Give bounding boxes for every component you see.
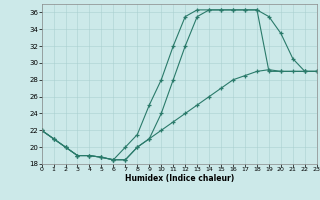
X-axis label: Humidex (Indice chaleur): Humidex (Indice chaleur)	[124, 174, 234, 183]
